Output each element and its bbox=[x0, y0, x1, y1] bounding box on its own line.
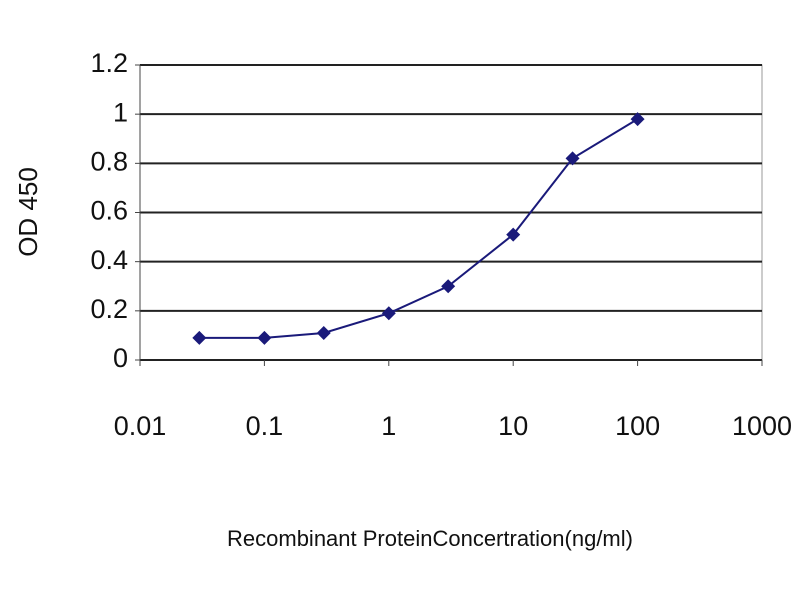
x-tick-label: 0.01 bbox=[114, 411, 167, 441]
y-tick-label: 1.2 bbox=[90, 48, 128, 78]
y-tick-label: 1 bbox=[113, 97, 128, 127]
x-tick-label: 10 bbox=[498, 411, 528, 441]
x-tick-label: 0.1 bbox=[246, 411, 284, 441]
data-point bbox=[441, 279, 456, 294]
data-point bbox=[192, 330, 207, 345]
x-tick-label: 1 bbox=[381, 411, 396, 441]
y-tick-label: 0.8 bbox=[90, 146, 128, 176]
y-tick-label: 0.6 bbox=[90, 196, 128, 226]
data-point bbox=[381, 306, 396, 321]
data-point bbox=[316, 325, 331, 340]
data-point bbox=[630, 112, 645, 127]
data-point bbox=[257, 330, 272, 345]
data-point bbox=[506, 227, 521, 242]
x-tick-label: 1000 bbox=[732, 411, 792, 441]
x-tick-label: 100 bbox=[615, 411, 660, 441]
data-line bbox=[199, 118, 639, 339]
x-axis-title: Recombinant ProteinConcertration(ng/ml) bbox=[227, 526, 633, 551]
y-axis-title: OD 450 bbox=[13, 167, 43, 257]
y-tick-label: 0 bbox=[113, 343, 128, 373]
y-tick-label: 0.4 bbox=[90, 245, 128, 275]
data-point bbox=[565, 151, 580, 166]
y-tick-label: 0.2 bbox=[90, 294, 128, 324]
